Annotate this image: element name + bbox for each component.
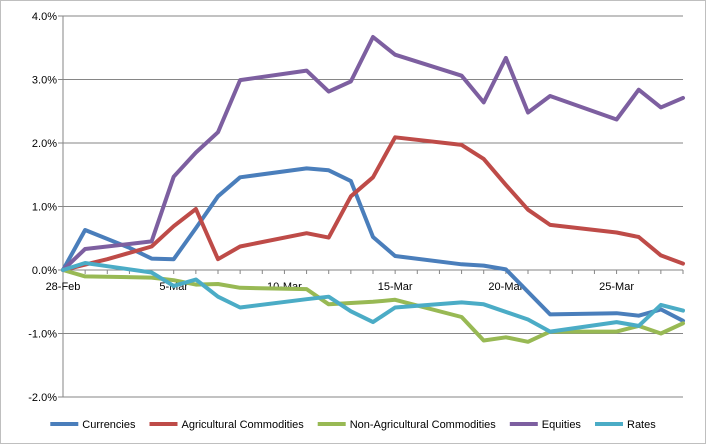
y-tick-label: -2.0% xyxy=(28,392,57,404)
x-tick-label: 25-Mar xyxy=(599,281,634,293)
y-tick-label: 4.0% xyxy=(32,11,57,23)
series-line-rates xyxy=(61,261,685,334)
legend-label: Non-Agricultural Commodities xyxy=(350,419,497,431)
y-tick-label: 1.0% xyxy=(32,202,57,214)
series-line-currencies xyxy=(61,166,685,323)
series-line-non-agricultural-commodities xyxy=(61,268,685,344)
legend-item-equities: Equities xyxy=(509,419,582,431)
legend-item-non-agricultural-commodities: Non-Agricultural Commodities xyxy=(317,419,497,431)
y-tick-label: 3.0% xyxy=(32,75,57,87)
legend-label: Agricultural Commodities xyxy=(182,419,305,431)
legend-item-rates: Rates xyxy=(595,419,656,431)
x-tick-label: 20-Mar xyxy=(488,281,523,293)
x-tick-label: 28-Feb xyxy=(46,281,81,293)
legend-label: Currencies xyxy=(82,419,136,431)
series-line-agricultural-commodities xyxy=(61,135,685,272)
y-tick-label: 2.0% xyxy=(32,138,57,150)
y-tick-label: 0.0% xyxy=(32,265,57,277)
legend: Currencies Agricultural Commodities Non-Ag… xyxy=(50,419,656,431)
legend-label: Equities xyxy=(542,419,582,431)
series-line-equities xyxy=(61,35,685,272)
series-lines xyxy=(61,35,685,344)
gridlines xyxy=(58,15,683,398)
legend-label: Rates xyxy=(627,419,656,431)
legend-item-currencies: Currencies xyxy=(50,419,136,431)
x-tick-label: 15-Mar xyxy=(378,281,413,293)
y-axis-tick-labels: 4.0% 3.0% 2.0% 1.0% 0.0% -1.0% -2.0% xyxy=(28,11,57,404)
y-tick-label: -1.0% xyxy=(28,329,57,341)
legend-item-agricultural-commodities: Agricultural Commodities xyxy=(149,419,305,431)
